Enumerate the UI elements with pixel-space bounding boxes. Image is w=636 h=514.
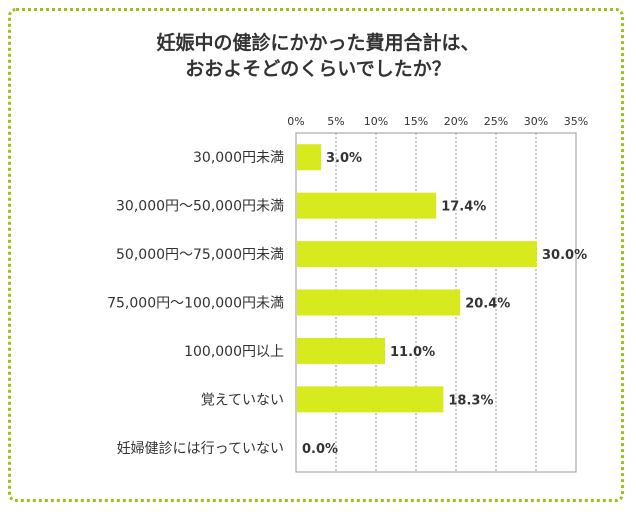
value-label: 30.0% xyxy=(542,248,587,263)
value-label: 18.3% xyxy=(448,393,493,408)
bar xyxy=(297,289,461,316)
x-tick-label: 15% xyxy=(404,115,428,128)
category-label: 75,000円～100,000円未満 xyxy=(107,296,284,312)
x-tick-label: 10% xyxy=(364,115,388,128)
category-label: 30,000円未満 xyxy=(193,150,284,166)
bar xyxy=(297,241,537,268)
category-label: 妊婦健診には行っていない xyxy=(117,440,284,457)
category-label: 100,000円以上 xyxy=(184,344,284,360)
bar xyxy=(297,386,444,413)
x-tick-label: 25% xyxy=(484,115,508,128)
chart-title: 妊娠中の健診にかかった費用合計は、 おおよそどのくらいでしたか？ xyxy=(0,30,636,82)
x-tick-label: 35% xyxy=(564,115,588,128)
x-tick-label: 30% xyxy=(524,115,548,128)
bar xyxy=(297,337,385,364)
value-label: 20.4% xyxy=(465,297,510,312)
value-label: 17.4% xyxy=(441,200,486,215)
x-tick-label: 0% xyxy=(287,115,304,128)
category-label: 50,000円～75,000円未満 xyxy=(116,247,284,263)
category-label: 覚えていない xyxy=(201,392,284,408)
value-label: 3.0% xyxy=(326,151,362,166)
value-label: 11.0% xyxy=(390,345,435,360)
x-tick-label: 20% xyxy=(444,115,468,128)
bar xyxy=(297,144,321,171)
category-label: 30,000円～50,000円未満 xyxy=(116,199,284,215)
value-label: 0.0% xyxy=(302,442,338,457)
chart-title-line-1: 妊娠中の健診にかかった費用合計は、 xyxy=(156,32,480,54)
chart-title-line-2: おおよそどのくらいでしたか？ xyxy=(185,58,451,80)
x-tick-label: 5% xyxy=(327,115,344,128)
bar xyxy=(297,192,437,219)
